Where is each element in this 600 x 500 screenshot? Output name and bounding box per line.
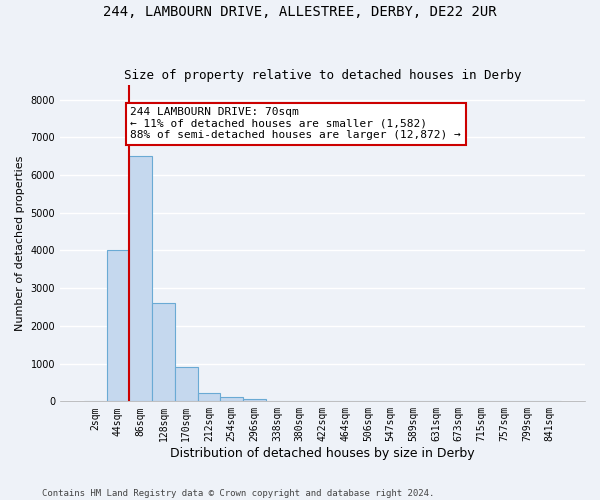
Bar: [220, 397, 243, 402]
Bar: [130, 156, 152, 402]
X-axis label: Distribution of detached houses by size in Derby: Distribution of detached houses by size …: [170, 447, 475, 460]
Bar: [107, 250, 130, 402]
Text: 244, LAMBOURN DRIVE, ALLESTREE, DERBY, DE22 2UR: 244, LAMBOURN DRIVE, ALLESTREE, DERBY, D…: [103, 5, 497, 19]
Text: 244 LAMBOURN DRIVE: 70sqm
← 11% of detached houses are smaller (1,582)
88% of se: 244 LAMBOURN DRIVE: 70sqm ← 11% of detac…: [130, 107, 461, 140]
Text: Contains HM Land Registry data © Crown copyright and database right 2024.: Contains HM Land Registry data © Crown c…: [42, 488, 434, 498]
Title: Size of property relative to detached houses in Derby: Size of property relative to detached ho…: [124, 69, 521, 82]
Bar: [197, 393, 220, 402]
Bar: [152, 304, 175, 402]
Bar: [243, 400, 266, 402]
Bar: [175, 368, 197, 402]
Y-axis label: Number of detached properties: Number of detached properties: [15, 156, 25, 330]
